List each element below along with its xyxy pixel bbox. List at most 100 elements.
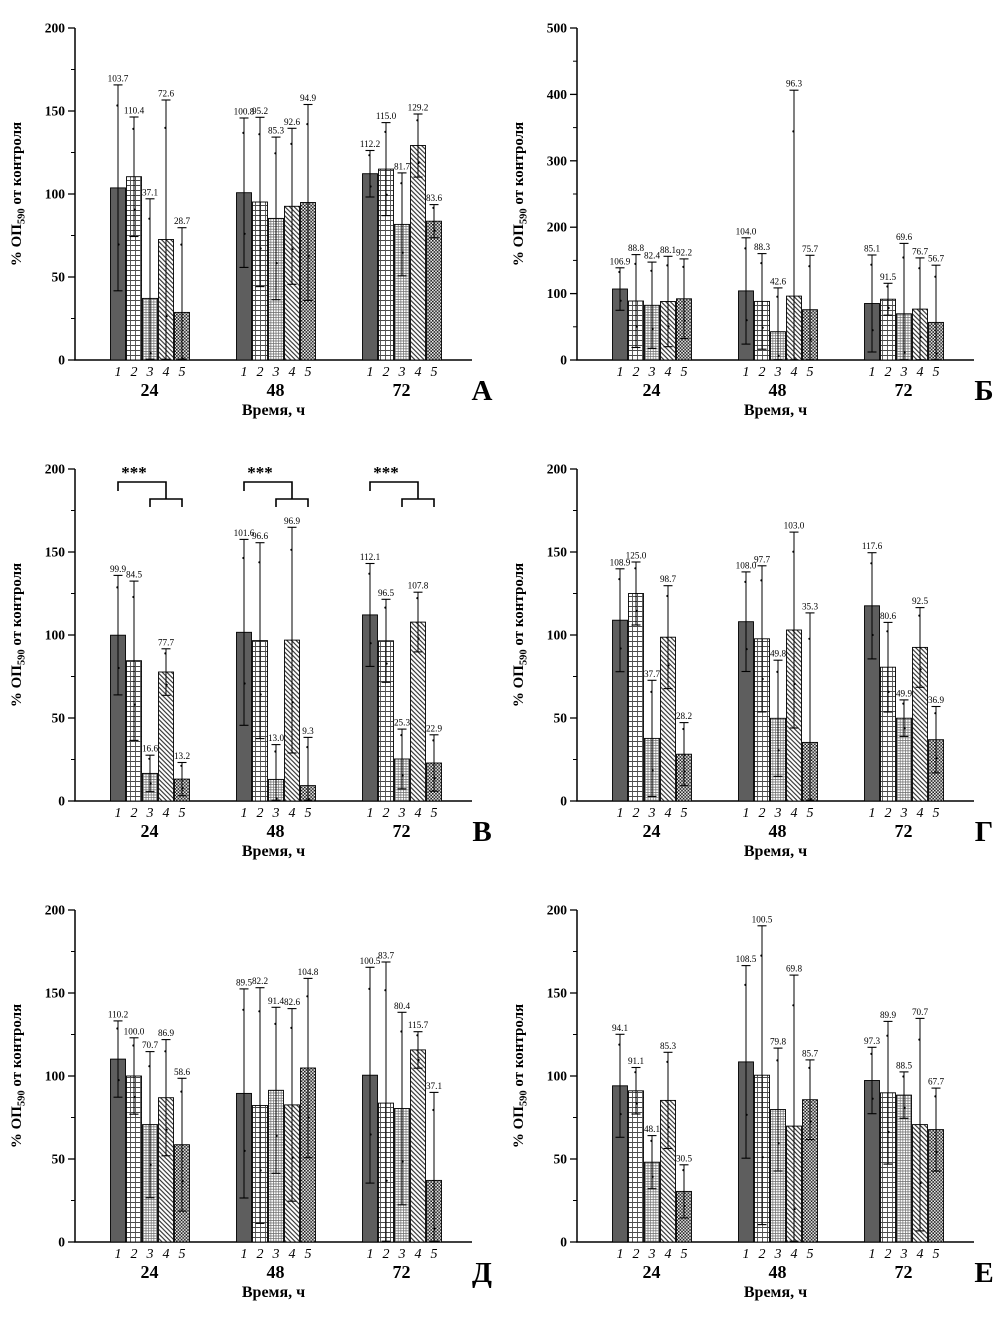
- data-point: [651, 1175, 654, 1178]
- chart-svg-Б: 0 100 200 300 400 500 % ОП590 от контроля 106.9…: [511, 21, 994, 420]
- data-point: [259, 693, 262, 696]
- bar-index-label: 3: [146, 365, 154, 380]
- bar-index-label: 4: [415, 806, 422, 821]
- data-point: [164, 652, 167, 655]
- value-label: 69.8: [786, 964, 802, 974]
- data-point: [919, 336, 922, 339]
- significance-stars: ***: [247, 463, 273, 482]
- bar-index-label: 4: [289, 365, 296, 380]
- data-point: [275, 1134, 278, 1137]
- data-point: [116, 586, 119, 589]
- data-point: [760, 579, 763, 582]
- data-point: [809, 338, 812, 341]
- y-tick-label: 0: [560, 1235, 567, 1250]
- bar-index-label: 1: [115, 1247, 122, 1262]
- value-label: 92.6: [284, 117, 300, 127]
- data-point: [918, 1038, 921, 1041]
- group-label: 72: [895, 1262, 913, 1282]
- data-point: [634, 1071, 637, 1074]
- bar-index-label: 5: [681, 365, 688, 380]
- bar-index-label: 2: [131, 365, 138, 380]
- data-point: [870, 263, 873, 266]
- value-label: 99.9: [110, 564, 126, 574]
- value-label: 96.5: [378, 588, 394, 598]
- bar-index-label: 1: [367, 806, 374, 821]
- data-point: [793, 682, 796, 685]
- bar-index-label: 4: [665, 806, 672, 821]
- data-point: [635, 325, 638, 328]
- bar-index-label: 1: [115, 806, 122, 821]
- data-point: [368, 987, 371, 990]
- chart-panel-1: 0 50 100 150 200% ОП590 от контроля 103.7 1 110…: [0, 0, 502, 441]
- data-point: [745, 1113, 748, 1116]
- data-point: [116, 1027, 119, 1030]
- data-point: [180, 764, 183, 767]
- bar-index-label: 3: [900, 806, 908, 821]
- data-point: [651, 769, 654, 772]
- x-axis-title: Время, ч: [744, 402, 807, 419]
- y-tick-label: 0: [58, 353, 65, 368]
- data-point: [275, 797, 278, 800]
- data-point: [934, 712, 937, 715]
- data-point: [290, 142, 293, 145]
- data-point: [902, 1075, 905, 1078]
- data-point: [368, 154, 371, 157]
- bar-index-label: 1: [617, 365, 624, 380]
- data-point: [935, 756, 938, 760]
- data-point: [918, 614, 921, 617]
- data-point: [433, 229, 436, 232]
- data-point: [274, 1022, 277, 1025]
- data-point: [274, 750, 277, 753]
- data-point: [307, 1116, 310, 1119]
- data-point: [148, 757, 151, 760]
- data-point: [760, 262, 763, 265]
- data-point: [258, 1010, 261, 1013]
- data-point: [777, 354, 780, 357]
- data-point: [650, 690, 653, 693]
- bar-index-label: 2: [759, 806, 766, 821]
- data-point: [385, 662, 388, 665]
- data-point: [634, 567, 637, 570]
- bar-index-label: 2: [885, 365, 892, 380]
- y-tick-label: 100: [45, 187, 66, 202]
- data-point: [417, 161, 420, 164]
- data-point: [242, 131, 245, 134]
- bar-index-label: 5: [933, 806, 940, 821]
- value-label: 49.8: [770, 649, 786, 659]
- bar-index-label: 4: [163, 806, 170, 821]
- bar-index-label: 4: [665, 1247, 672, 1262]
- data-point: [401, 774, 404, 777]
- data-point: [148, 217, 151, 220]
- y-axis-title: % ОП590 от контроля: [9, 1004, 28, 1148]
- bar-index-label: 5: [681, 1247, 688, 1262]
- bar-index-label: 2: [257, 365, 264, 380]
- value-label: 129.2: [408, 103, 429, 113]
- value-label: 37.7: [644, 669, 660, 679]
- x-axis-title: Время, ч: [242, 1284, 305, 1301]
- bar-index-label: 4: [163, 365, 170, 380]
- y-tick-label: 100: [45, 628, 66, 643]
- bar-index-label: 1: [869, 806, 876, 821]
- value-label: 88.8: [628, 243, 644, 253]
- bar-index-label: 4: [289, 1247, 296, 1262]
- value-label: 72.6: [158, 89, 174, 99]
- value-label: 85.1: [864, 244, 880, 254]
- data-point: [306, 746, 309, 749]
- bar-index-label: 3: [648, 1247, 656, 1262]
- group-label: 24: [643, 380, 661, 400]
- bar-index-label: 5: [305, 1247, 312, 1262]
- value-label: 25.3: [394, 718, 410, 728]
- value-label: 88.1: [660, 245, 676, 255]
- data-point: [433, 777, 436, 780]
- data-point: [619, 299, 622, 302]
- data-point: [935, 1151, 938, 1154]
- value-label: 108.9: [610, 557, 631, 567]
- group-label: 48: [769, 821, 787, 841]
- y-tick-label: 50: [52, 270, 66, 285]
- data-point: [165, 683, 168, 686]
- value-label: 96.6: [252, 531, 268, 541]
- data-point: [181, 357, 184, 360]
- data-point: [259, 247, 262, 250]
- value-label: 84.5: [126, 570, 142, 580]
- value-label: 91.5: [880, 272, 896, 282]
